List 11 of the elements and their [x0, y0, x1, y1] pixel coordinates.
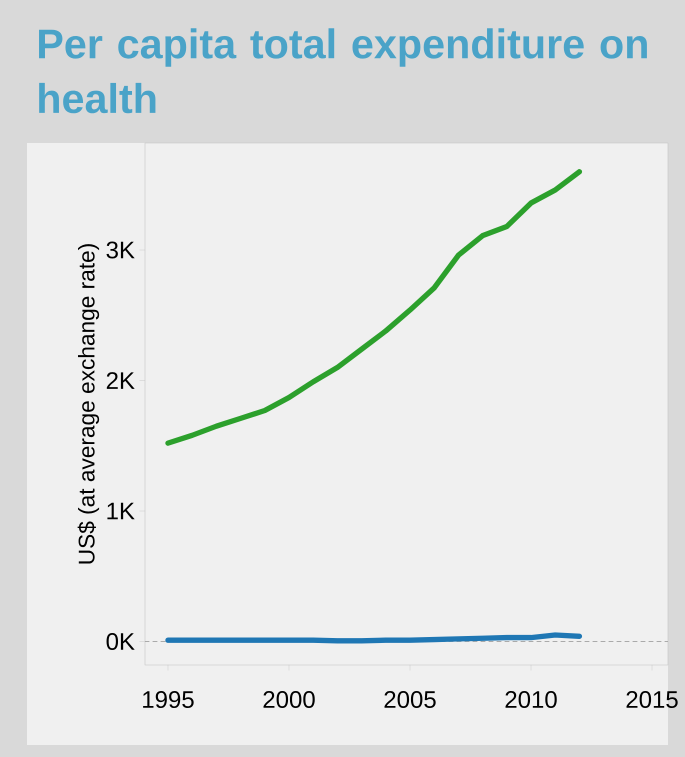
y-tick-label: 2K	[106, 372, 135, 389]
x-tick-label: 2015	[626, 691, 678, 708]
x-tick-label: 2000	[264, 691, 315, 708]
y-axis-title: US$ (at average exchange rate)	[78, 244, 100, 564]
x-tick-label: 2005	[384, 691, 436, 708]
y-tick-label: 1K	[107, 502, 135, 520]
x-tick-label: 2010	[506, 691, 557, 708]
y-tick-label: 3K	[106, 242, 135, 258]
chart-title: Per capita total expenditure on health	[39, 28, 647, 114]
y-tick-label: 0K	[106, 632, 135, 650]
x-tick-label: 1995	[143, 691, 194, 708]
